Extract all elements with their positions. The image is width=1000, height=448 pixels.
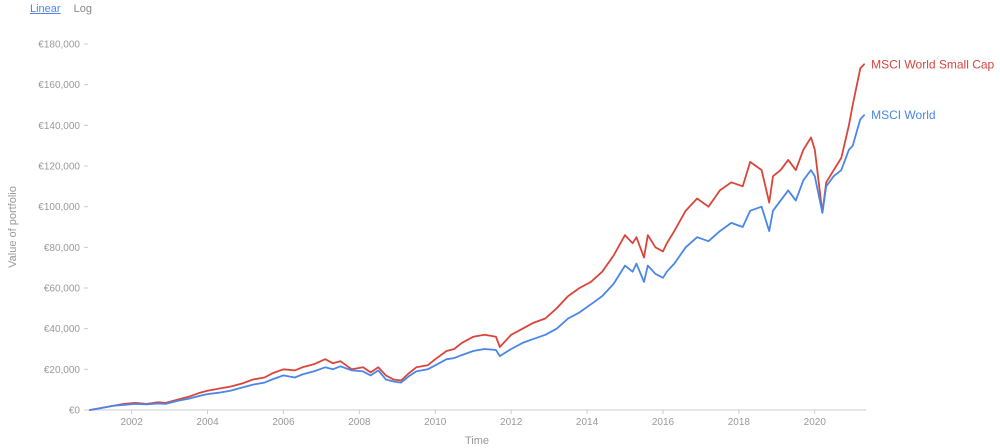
x-axis: 2002 2004 2006 2008 2010 2012 2014 2016 2018 2020: [88, 409, 866, 428]
series-label: MSCI World: [871, 108, 935, 122]
series-layer: MSCI World Small Cap MSCI World: [89, 57, 995, 411]
log-scale-link[interactable]: Log: [73, 3, 92, 15]
series-label: MSCI World Small Cap: [871, 57, 994, 71]
y-axis-title: Value of portfolio: [7, 186, 19, 268]
y-tick-label: €180,000: [38, 40, 80, 51]
x-tick-label: 2008: [348, 417, 371, 428]
x-tick-label: 2012: [500, 417, 523, 428]
y-tick-label: €140,000: [38, 121, 80, 132]
y-tick-label: €0: [69, 406, 81, 417]
x-tick-label: 2006: [272, 417, 295, 428]
x-tick-label: 2014: [576, 417, 599, 428]
x-tick-label: 2020: [804, 417, 827, 428]
x-tick-label: 2002: [121, 417, 144, 428]
y-axis: €0 €20,000 €40,000 €60,000 €80,000 €100,000 €1…: [38, 40, 88, 417]
y-tick-label: €80,000: [44, 243, 81, 254]
x-tick-label: 2010: [424, 417, 447, 428]
x-tick-label: 2016: [652, 417, 675, 428]
y-tick-label: €20,000: [44, 365, 81, 376]
y-tick-label: €60,000: [44, 284, 81, 295]
y-tick-label: €120,000: [38, 162, 80, 173]
x-tick-label: 2004: [196, 417, 219, 428]
x-tick-label: 2018: [728, 417, 751, 428]
x-axis-title: Time: [465, 435, 489, 447]
linear-scale-link[interactable]: Linear: [30, 3, 61, 15]
series-line-1: [89, 114, 865, 411]
y-tick-label: €160,000: [38, 80, 80, 91]
y-tick-label: €40,000: [44, 324, 81, 335]
scale-toggle: Linear Log: [30, 3, 102, 15]
series-line-0: [89, 63, 865, 411]
y-tick-label: €100,000: [38, 202, 80, 213]
